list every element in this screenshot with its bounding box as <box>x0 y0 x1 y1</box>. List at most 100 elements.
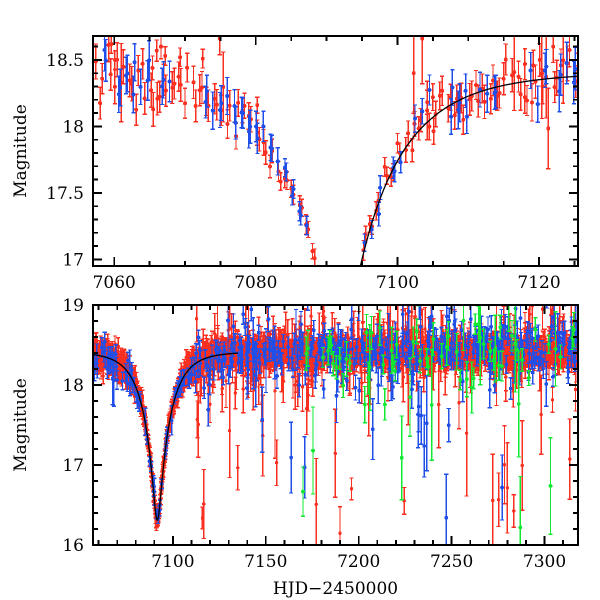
marker <box>98 101 103 106</box>
data-point <box>221 51 226 123</box>
marker <box>154 48 159 53</box>
marker <box>196 422 201 427</box>
data-point <box>263 140 268 165</box>
plot-frame-top <box>91 34 580 268</box>
data-point <box>163 74 169 107</box>
marker <box>420 36 425 41</box>
marker <box>488 96 493 101</box>
marker <box>304 223 309 228</box>
marker <box>567 47 572 52</box>
data-point <box>378 175 383 201</box>
marker <box>140 394 145 398</box>
marker <box>558 72 563 77</box>
marker <box>512 70 517 75</box>
marker <box>202 502 206 506</box>
marker <box>134 377 138 381</box>
data-point <box>503 43 508 76</box>
marker <box>425 108 430 113</box>
data-point <box>427 74 432 106</box>
marker <box>170 85 175 90</box>
data-point <box>121 49 126 85</box>
data-point <box>452 100 457 130</box>
y-tick-label: 17 <box>62 250 84 270</box>
marker <box>227 428 232 433</box>
marker <box>449 114 454 119</box>
data-point <box>352 265 358 266</box>
data-point <box>178 67 183 103</box>
data-point <box>539 36 544 120</box>
data-point <box>235 444 240 491</box>
data-point <box>376 201 382 227</box>
data-point <box>142 81 147 115</box>
marker <box>125 71 130 76</box>
data-point <box>182 87 188 120</box>
marker <box>183 101 188 106</box>
marker <box>452 113 457 118</box>
marker <box>103 58 108 63</box>
marker <box>275 159 280 164</box>
data-point <box>109 36 114 54</box>
data-point <box>154 39 159 62</box>
marker <box>522 95 527 100</box>
marker <box>503 57 508 62</box>
marker <box>219 101 224 106</box>
data-point <box>463 73 468 109</box>
data-point <box>454 84 460 114</box>
marker <box>210 337 214 342</box>
marker <box>224 379 228 383</box>
data-point <box>522 47 527 81</box>
data-point <box>215 305 220 330</box>
marker <box>474 83 479 88</box>
data-point <box>131 75 136 114</box>
data-point <box>108 58 113 91</box>
data-point <box>255 122 260 155</box>
data-point <box>193 89 198 123</box>
marker <box>163 53 168 58</box>
marker <box>268 164 273 169</box>
data-point <box>411 36 416 114</box>
marker <box>522 62 527 67</box>
data-point <box>425 80 430 141</box>
data-point <box>416 115 421 141</box>
marker <box>326 316 330 320</box>
marker <box>236 466 240 470</box>
data-point <box>170 71 175 105</box>
data-point <box>140 389 145 403</box>
data-point <box>430 83 435 112</box>
data-point <box>225 76 230 116</box>
data-point <box>158 36 164 60</box>
data-point <box>236 88 241 117</box>
marker <box>463 88 468 93</box>
marker <box>420 109 425 114</box>
data-point <box>427 112 432 141</box>
data-point <box>136 54 141 87</box>
data-point <box>524 84 530 117</box>
data-point <box>558 53 563 96</box>
marker <box>191 80 196 85</box>
marker <box>546 126 551 131</box>
data-point <box>148 72 154 108</box>
data-point <box>125 54 130 93</box>
data-point <box>151 91 156 127</box>
marker <box>410 148 415 153</box>
marker <box>528 68 533 73</box>
marker <box>310 249 315 254</box>
marker <box>225 93 230 99</box>
data-point <box>118 68 123 107</box>
marker <box>269 146 274 151</box>
data-point <box>304 215 309 236</box>
marker <box>437 93 442 98</box>
data-point <box>518 77 523 111</box>
data-point <box>544 48 549 85</box>
marker <box>255 103 260 108</box>
marker <box>212 96 217 101</box>
marker <box>263 150 268 155</box>
marker <box>161 77 166 82</box>
data-point <box>319 273 323 291</box>
marker <box>151 107 156 112</box>
data-point <box>227 89 232 122</box>
x-tick-label: 7120 <box>517 273 560 293</box>
marker <box>392 169 397 174</box>
data-point <box>157 80 162 113</box>
